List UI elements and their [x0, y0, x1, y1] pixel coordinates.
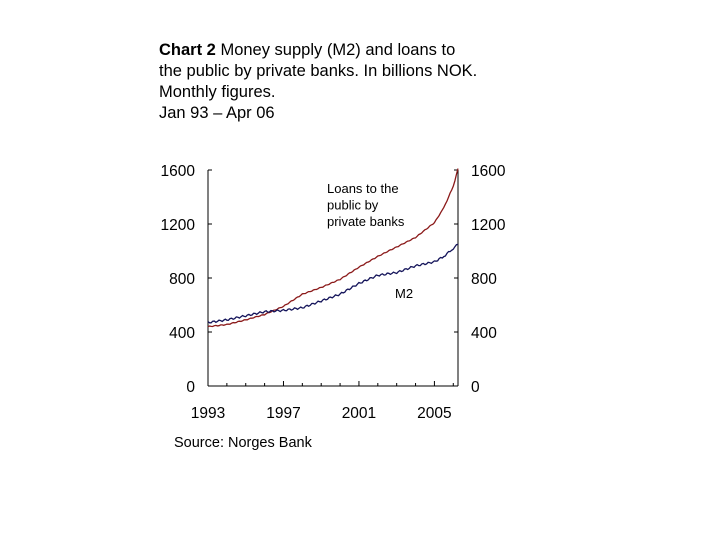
source-note: Source: Norges Bank [174, 435, 312, 451]
x-tick-label: 2005 [417, 405, 451, 422]
y-tick-label-left: 800 [169, 271, 195, 288]
y-tick-label-right: 1200 [471, 217, 506, 234]
x-tick-label: 1997 [266, 405, 300, 422]
y-tick-label-left: 1200 [161, 217, 196, 234]
loans-annotation: private banks [327, 214, 405, 229]
x-tick-label: 2001 [342, 405, 376, 422]
y-tick-label-right: 800 [471, 271, 497, 288]
y-tick-label-left: 0 [186, 379, 195, 396]
y-tick-label-right: 1600 [471, 163, 506, 180]
m2-line [207, 243, 459, 324]
series-lines [207, 168, 459, 328]
y-tick-label-right: 0 [471, 379, 480, 396]
title-line-4: Jan 93 – Apr 06 [159, 104, 275, 122]
title-line-3: Monthly figures. [159, 83, 276, 101]
y-tick-label-left: 400 [169, 325, 195, 342]
chart-number: Chart 2 [159, 41, 216, 59]
x-tick-label: 1993 [191, 405, 225, 422]
tick-labels: 0 0 400 400 800 800 1200 1200 1600 1600 1993 1997 20… [161, 163, 506, 422]
loans-line [207, 168, 459, 328]
m2-annotation: M2 [395, 286, 413, 301]
title-line-1: Money supply (M2) and loans to [220, 41, 456, 59]
title-line-2: the public by private banks. In billions… [159, 62, 478, 80]
loans-annotation: public by [327, 198, 379, 213]
y-tick-label-left: 1600 [161, 163, 196, 180]
y-tick-label-right: 400 [471, 325, 497, 342]
loans-annotation: Loans to the [327, 181, 399, 196]
axes [207, 169, 459, 387]
chart-title: Chart 2 Money supply (M2) and loans to th… [159, 40, 539, 124]
